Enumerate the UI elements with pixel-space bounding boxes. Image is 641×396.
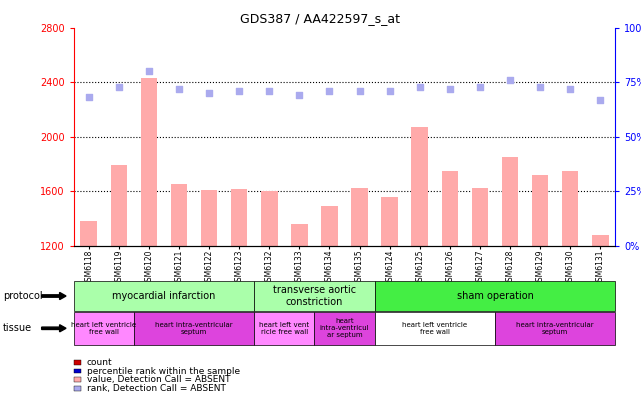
Bar	[502, 157, 519, 246]
Text: heart left vent
ricle free wall: heart left vent ricle free wall	[260, 322, 310, 335]
Text: myocardial infarction: myocardial infarction	[112, 291, 215, 301]
Bar	[562, 171, 578, 246]
Point	[415, 83, 425, 89]
Bar	[201, 190, 217, 246]
Text: count: count	[87, 358, 112, 367]
Bar	[412, 127, 428, 246]
Point	[354, 88, 365, 94]
Point	[234, 88, 244, 94]
Point	[445, 86, 455, 92]
Bar	[472, 188, 488, 246]
Point	[294, 92, 304, 98]
Text: heart intra-ventricular
septum: heart intra-ventricular septum	[155, 322, 233, 335]
Text: rank, Detection Call = ABSENT: rank, Detection Call = ABSENT	[87, 384, 226, 393]
Point	[83, 94, 94, 101]
Text: heart intra-ventricular
septum: heart intra-ventricular septum	[517, 322, 594, 335]
Bar	[321, 206, 338, 246]
Bar	[140, 78, 157, 246]
Point	[324, 88, 335, 94]
Point	[535, 83, 545, 89]
Bar	[351, 188, 368, 246]
Bar	[261, 191, 278, 246]
Text: heart left ventricle
free wall: heart left ventricle free wall	[71, 322, 137, 335]
Point	[174, 86, 184, 92]
Text: GDS387 / AA422597_s_at: GDS387 / AA422597_s_at	[240, 12, 401, 25]
Bar	[442, 171, 458, 246]
Text: protocol: protocol	[3, 291, 43, 301]
Bar	[532, 175, 549, 246]
Text: heart
intra-ventricul
ar septum: heart intra-ventricul ar septum	[320, 318, 369, 338]
Bar	[111, 165, 127, 246]
Text: sham operation: sham operation	[456, 291, 533, 301]
Point	[264, 88, 274, 94]
Point	[113, 83, 124, 89]
Point	[204, 90, 214, 96]
Text: value, Detection Call = ABSENT: value, Detection Call = ABSENT	[87, 375, 230, 384]
Bar	[381, 196, 398, 246]
Point	[505, 77, 515, 83]
Point	[385, 88, 395, 94]
Point	[595, 96, 606, 103]
Text: percentile rank within the sample: percentile rank within the sample	[87, 367, 240, 375]
Text: heart left ventricle
free wall: heart left ventricle free wall	[403, 322, 467, 335]
Text: transverse aortic
constriction: transverse aortic constriction	[273, 285, 356, 307]
Bar	[81, 221, 97, 246]
Bar	[231, 189, 247, 246]
Point	[475, 83, 485, 89]
Bar	[171, 184, 187, 246]
Text: tissue: tissue	[3, 323, 32, 333]
Point	[565, 86, 576, 92]
Point	[144, 68, 154, 74]
Bar	[291, 224, 308, 246]
Bar	[592, 234, 608, 246]
